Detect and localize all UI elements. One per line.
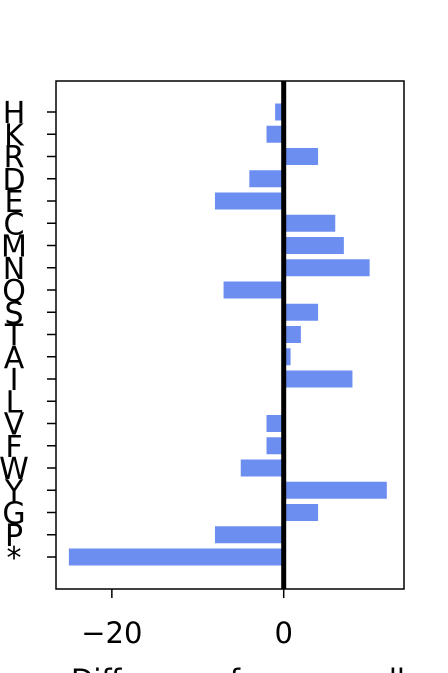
bar-T xyxy=(283,326,301,343)
bar-Y xyxy=(283,481,387,499)
y-tick-label: V xyxy=(4,408,25,443)
y-tick-label: C xyxy=(4,207,25,242)
bar-W xyxy=(240,459,284,477)
bar-Q xyxy=(223,281,284,299)
y-tick-label: R xyxy=(4,141,25,176)
bar-G xyxy=(283,504,319,521)
y-tick-label: L xyxy=(6,385,23,420)
y-tick-label: M xyxy=(1,230,27,265)
x-axis-label: Difference from overall xyxy=(71,663,405,673)
bar-V xyxy=(266,415,284,432)
y-tick-label: A xyxy=(4,341,25,376)
y-tick-label: S xyxy=(4,296,23,331)
y-tick-label: G xyxy=(2,497,25,532)
y-tick-label: P xyxy=(5,519,23,554)
y-tick-label: D xyxy=(2,163,25,198)
bar-K xyxy=(266,125,284,143)
bar-C xyxy=(283,214,336,232)
bar-N xyxy=(283,259,370,277)
bar-E xyxy=(214,192,284,210)
y-tick-label: F xyxy=(5,430,22,465)
plot-frame xyxy=(55,80,405,590)
bar-M xyxy=(283,237,344,254)
bar-P xyxy=(214,526,284,544)
x-tick-label: −20 xyxy=(81,616,142,650)
bar-D xyxy=(249,170,284,188)
y-tick-label: W xyxy=(0,452,29,487)
bar-R xyxy=(283,148,319,165)
bars-group xyxy=(68,103,387,566)
bar-S xyxy=(283,303,319,321)
y-tick-label: Q xyxy=(2,274,26,309)
x-axis-ticks: −20 0 xyxy=(81,589,293,650)
bar-H xyxy=(275,103,284,121)
y-tick-label: I xyxy=(10,363,19,398)
y-tick-label: Y xyxy=(4,474,24,509)
y-tick-label: K xyxy=(4,118,25,153)
y-tick-label: E xyxy=(5,185,24,220)
x-tick-label: 0 xyxy=(274,616,292,650)
y-tick-label: H xyxy=(3,96,26,131)
y-tick-label: N xyxy=(3,252,25,287)
bar-A xyxy=(283,348,291,366)
bar-stop xyxy=(68,548,284,566)
y-tick-label: * xyxy=(7,541,22,576)
y-tick-label: T xyxy=(4,319,24,354)
bar-F xyxy=(266,437,284,455)
bar-I xyxy=(283,370,353,388)
